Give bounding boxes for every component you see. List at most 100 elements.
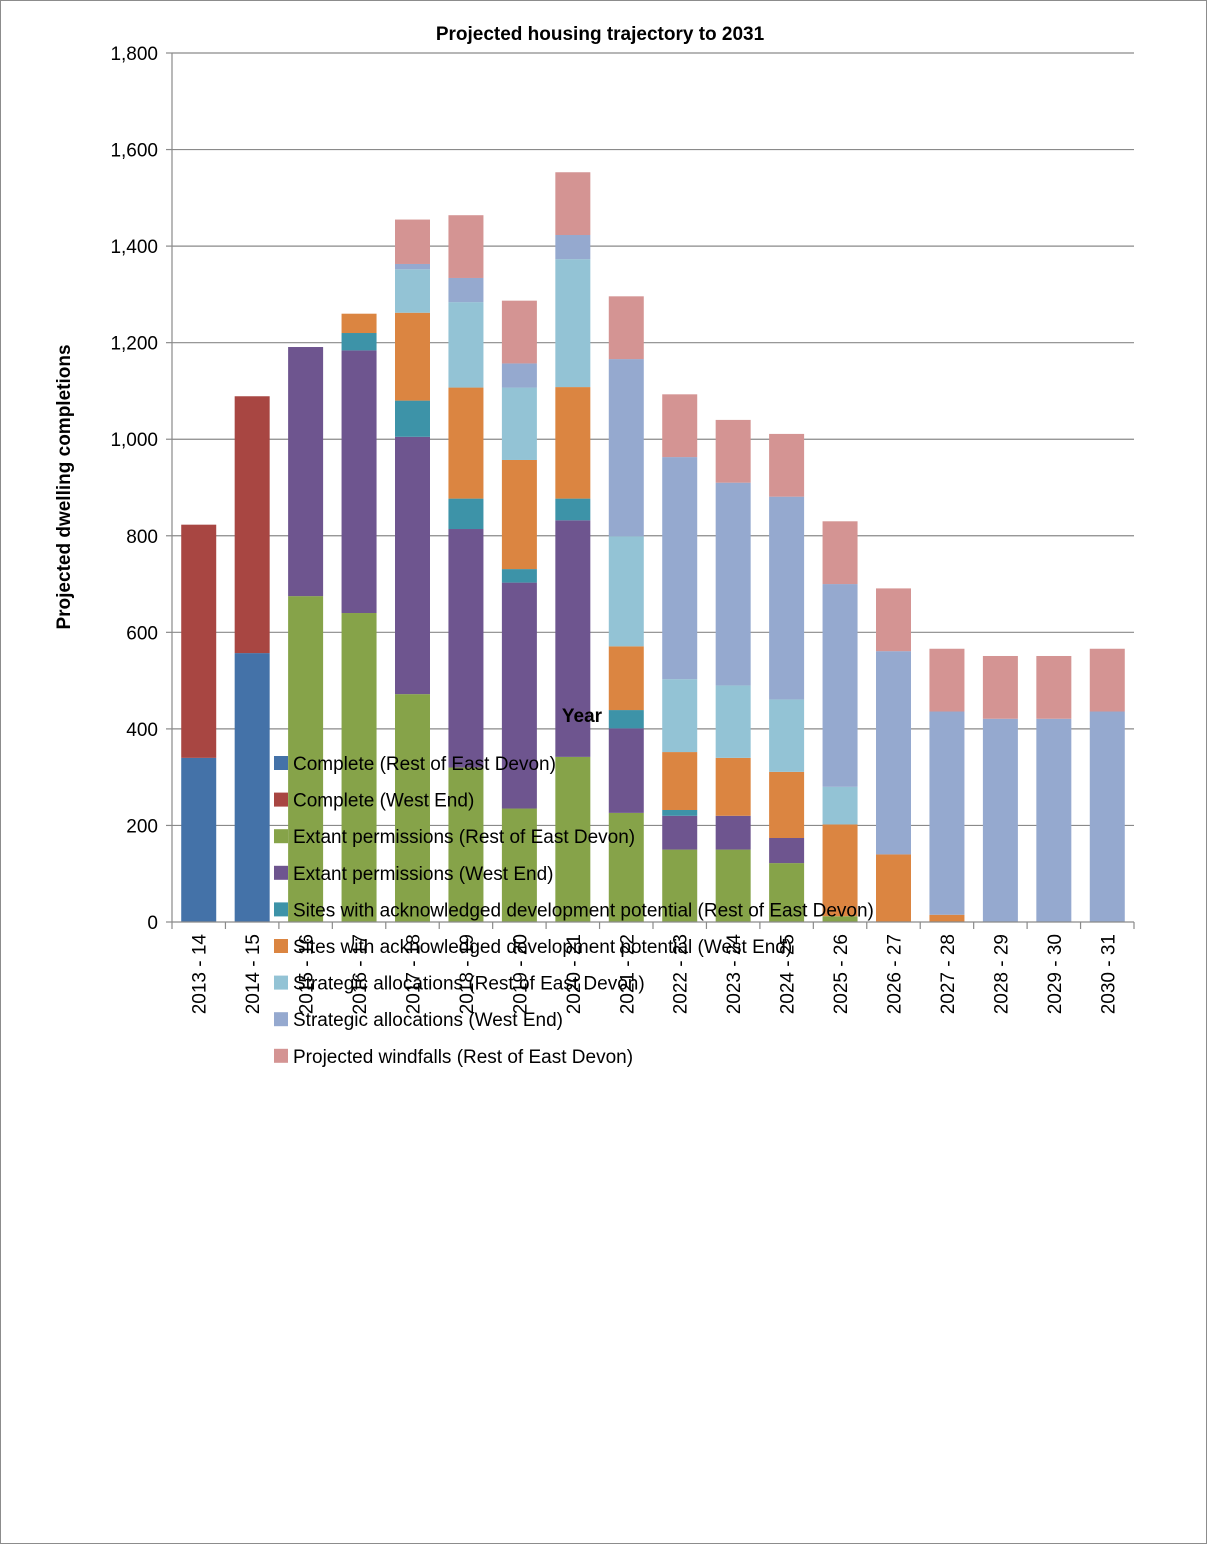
x-tick-label: 2013 - 14	[190, 934, 211, 1015]
bar-segment	[234, 396, 270, 654]
y-axis-label: Projected dwelling completions	[54, 344, 75, 629]
bar-segment	[288, 596, 324, 922]
bar-segment	[715, 815, 751, 850]
x-tick-label: 2027 - 28	[938, 934, 959, 1014]
bar-segment	[769, 771, 805, 838]
bar-segment	[1036, 655, 1072, 719]
bar-segment	[769, 699, 805, 772]
bar-segment	[555, 235, 591, 260]
bar-segment	[929, 648, 965, 712]
x-tick-label: 2014 - 15	[243, 934, 264, 1014]
bar-segment	[608, 710, 644, 729]
bar-segment	[608, 359, 644, 537]
gridlines	[172, 52, 1134, 827]
bar-segment	[341, 333, 377, 351]
legend-swatch	[274, 1048, 288, 1063]
x-tick-label: 2018 - 19	[457, 934, 478, 1014]
bar-segment	[341, 350, 377, 614]
bar-segment	[715, 757, 751, 816]
x-tick-label: 2023 - 24	[724, 934, 745, 1015]
bar-segment	[395, 263, 430, 270]
legend-swatch	[274, 792, 288, 807]
y-tick-label: 1,000	[110, 430, 158, 451]
bar-segment	[448, 529, 484, 768]
legend-label: Complete (West End)	[293, 791, 474, 812]
x-tick-label: 2026 - 27	[885, 934, 906, 1014]
bar-segment	[608, 536, 644, 647]
bar-segment	[715, 419, 751, 483]
x-tick-label: 2020 - 21	[564, 934, 585, 1014]
bar-segment	[822, 824, 858, 917]
y-tick-labels: 0 200 400 600 800 1,000 1,200 1,400 1,600 1,800	[110, 44, 158, 934]
bar-segment	[876, 854, 911, 922]
bar-segment	[288, 347, 324, 597]
x-tick-label: 2017 - 18	[404, 934, 425, 1014]
bar-segment	[876, 651, 911, 855]
x-tick-label: 2028 - 29	[991, 934, 1012, 1014]
x-tick-label: 2029 - 30	[1045, 934, 1066, 1014]
legend-label: Strategic allocations (Rest of East Devo…	[293, 974, 645, 995]
bar-segment	[448, 277, 484, 303]
bar-segment	[662, 809, 698, 816]
x-tick-label: 2019 - 20	[510, 934, 531, 1014]
bar-segment	[822, 786, 858, 825]
legend-swatch	[274, 902, 288, 917]
bar-segment	[501, 387, 537, 460]
y-tick-label: 1,800	[110, 44, 158, 65]
x-tick-label: 2030 - 31	[1098, 934, 1119, 1014]
bar-segment	[501, 459, 537, 570]
bar-segment	[1089, 648, 1125, 712]
bar-segment	[395, 400, 430, 437]
bar-segment	[608, 728, 644, 813]
chart-title: Projected housing trajectory to 2031	[436, 24, 765, 45]
x-tick-labels: 2013 - 14 2014 - 15 2015 - 16 2016 - 17 2017…	[190, 934, 1120, 1015]
bar-segment	[341, 613, 377, 922]
y-tick-label: 200	[126, 816, 158, 837]
y-tick-label: 600	[126, 623, 158, 644]
bar-segment	[448, 498, 484, 530]
bar-segment	[395, 694, 430, 922]
bar-segment	[715, 482, 751, 686]
bar-segment	[662, 815, 698, 850]
legend-label: Projected windfalls (Rest of East Devon)	[293, 1047, 633, 1068]
bar-segment	[769, 496, 805, 700]
bar-segment	[982, 655, 1018, 719]
bar-segment	[501, 363, 537, 388]
bar-segment	[822, 521, 858, 585]
legend-swatch	[274, 756, 288, 770]
legend-swatch	[274, 975, 288, 990]
y-tick-label: 400	[126, 720, 158, 741]
y-tick-label: 800	[126, 527, 158, 548]
bar-segment	[715, 685, 751, 758]
bar-segment	[395, 312, 430, 401]
x-tick-label: 2021 - 22	[617, 934, 638, 1014]
bar-segment	[501, 582, 537, 809]
bar-segment	[982, 718, 1018, 922]
bar-segment	[501, 300, 537, 364]
bar-segment	[555, 259, 591, 388]
x-tick-label: 2015 - 16	[297, 934, 318, 1014]
bar-segment	[608, 296, 644, 360]
legend-label: Extant permissions (Rest of East Devon)	[293, 827, 635, 848]
bar-segment	[662, 849, 698, 922]
x-axis-label: Year	[562, 706, 603, 727]
bar-segment	[501, 569, 537, 583]
x-tick-label: 2022 - 23	[671, 934, 692, 1014]
bar-segment	[448, 215, 484, 278]
bar-segment	[822, 584, 858, 787]
y-tick-label: 1,400	[110, 237, 158, 258]
bar-segment	[662, 679, 698, 753]
y-tick-label: 1,600	[110, 141, 158, 162]
bar-segment	[555, 520, 591, 757]
legend-label: Extant permissions (West End)	[293, 864, 553, 885]
bar-segment	[769, 433, 805, 497]
bar-segment	[608, 812, 644, 922]
bars	[181, 172, 1125, 922]
x-tick-label: 2025 - 26	[831, 934, 852, 1014]
x-tick-label: 2016 - 17	[350, 934, 371, 1014]
bar-segment	[1089, 711, 1125, 922]
bar-segment	[181, 757, 217, 922]
bar-segment	[608, 646, 644, 711]
bar-segment	[395, 269, 430, 313]
